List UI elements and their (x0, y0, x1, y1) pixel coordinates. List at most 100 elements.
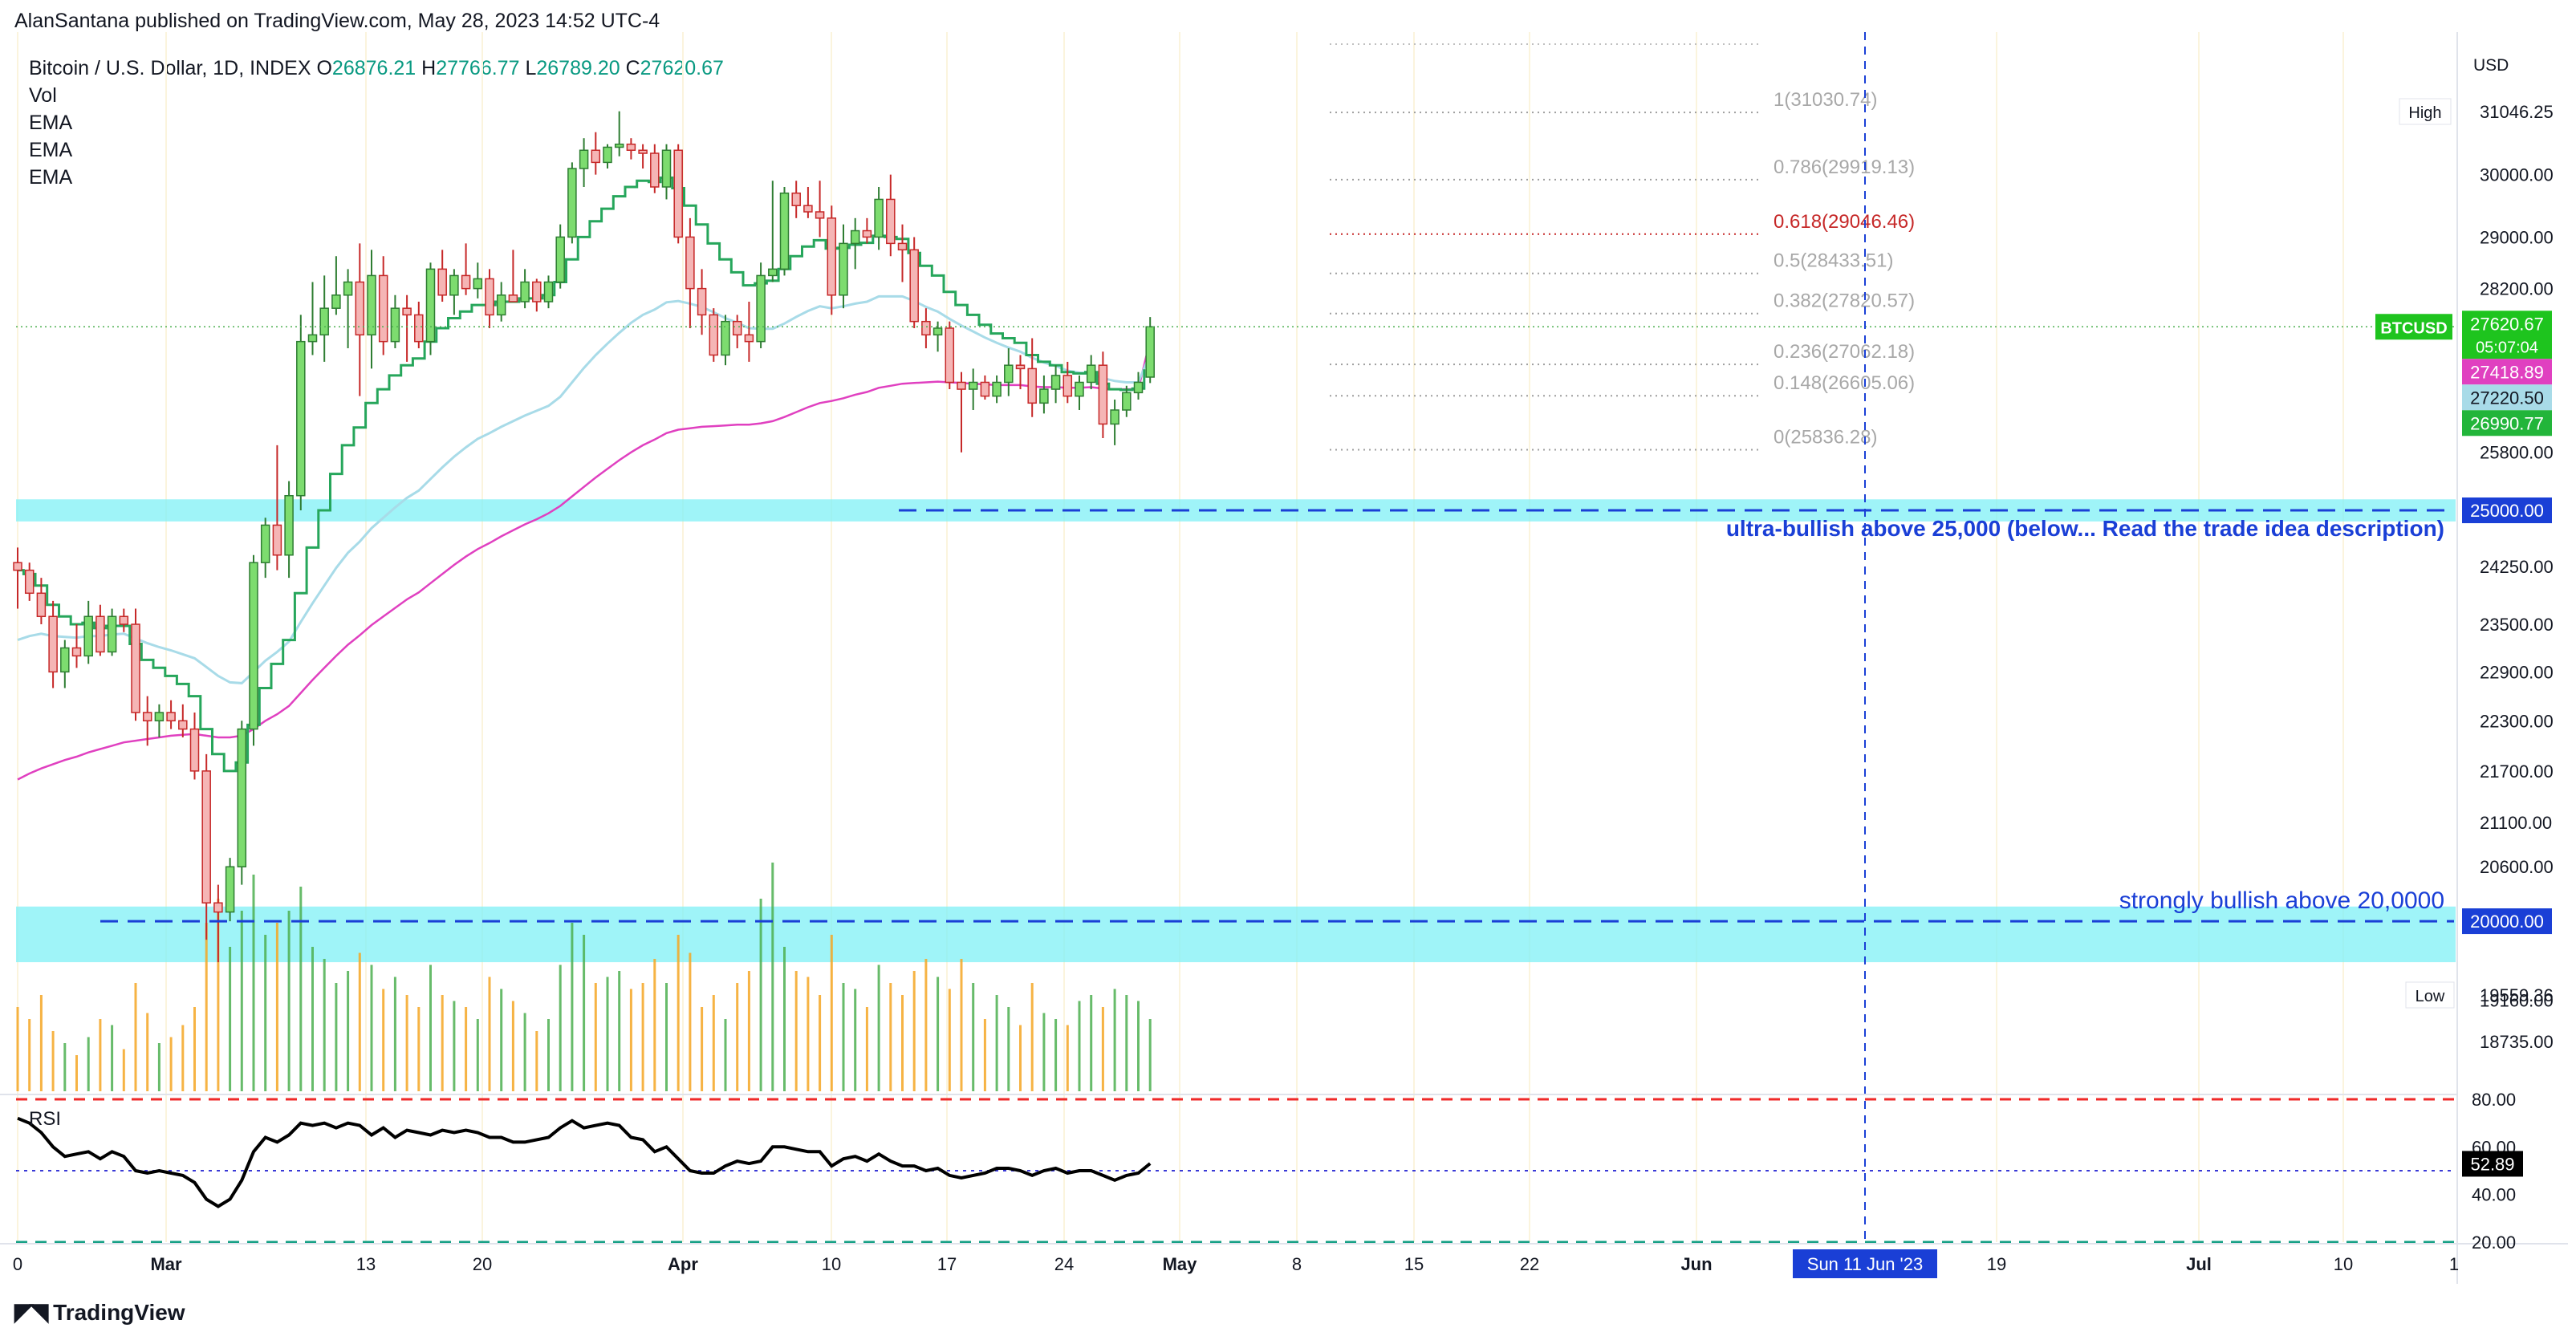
ema-fast-tag: 26990.77 (2470, 413, 2544, 433)
candle-body (201, 770, 211, 903)
volume-bar (382, 989, 385, 1091)
volume-bar (1090, 995, 1093, 1091)
volume-bar (181, 1025, 185, 1091)
volume-bar (465, 1007, 468, 1091)
candle-body (225, 866, 235, 913)
volume-bar (299, 887, 303, 1091)
axes-layer: USD30000.0029000.0028200.0025800.0024250… (0, 32, 2568, 1284)
time-tick: May (1163, 1254, 1198, 1274)
volume-bar (157, 1043, 160, 1091)
legend-symbol[interactable]: Bitcoin / U.S. Dollar, 1D, INDEX (29, 57, 311, 79)
ema-slow-line (17, 339, 1152, 781)
legend-indicator-vol[interactable]: Vol (29, 84, 57, 107)
volume-bar (606, 977, 609, 1091)
candle-body (1098, 364, 1108, 425)
volume-bar (937, 977, 940, 1091)
candle-body (367, 274, 376, 336)
brand-footer[interactable]: ◤◥ TradingView (14, 1298, 185, 1326)
volume-bar (441, 995, 444, 1091)
zone-20k-band (16, 906, 2456, 963)
price-tick: 23500.00 (2480, 615, 2554, 635)
date-marker-tag-box (1793, 1249, 1937, 1278)
candle-body (390, 307, 400, 343)
ema-layer (17, 177, 1152, 781)
volume-bar (535, 1031, 538, 1091)
volume-bar (583, 935, 586, 1091)
candle-body (909, 249, 919, 323)
candle-body (496, 294, 506, 316)
legend-indicator-ema-3[interactable]: EMA (29, 166, 73, 189)
ema-mid-tag-box (2462, 384, 2552, 411)
volume-bar (830, 935, 833, 1091)
legend-indicator-ema-1[interactable]: EMA (29, 112, 73, 134)
volume-bar (701, 1007, 704, 1091)
volume-bar (983, 1019, 986, 1091)
volume-bar (1030, 983, 1034, 1091)
volume-bar (1101, 1007, 1104, 1091)
volume-bar (559, 964, 562, 1091)
candle-body (555, 236, 565, 283)
volume-bar (807, 977, 810, 1091)
volume-bar (1007, 1007, 1010, 1091)
candle-body (24, 569, 35, 595)
volume-bar (724, 1019, 727, 1091)
candle-body (13, 562, 22, 571)
candle-body (237, 728, 247, 867)
candle-body (307, 334, 318, 343)
candle-body (119, 615, 129, 625)
candle-body (473, 278, 483, 290)
candle-body (107, 615, 117, 653)
volume-bar (87, 1037, 90, 1091)
price-tick: 30000.00 (2480, 165, 2554, 185)
axis-unit: USD (2473, 56, 2509, 75)
candle-body (591, 149, 601, 164)
price-tick: 28200.00 (2480, 279, 2554, 299)
candle-body (638, 149, 648, 154)
time-tick: 24 (1054, 1254, 1074, 1274)
candle-body (673, 149, 683, 238)
volume-bar (275, 923, 278, 1091)
rsi-line (17, 1116, 1152, 1208)
candle-body (886, 198, 896, 245)
level-20k-tag: 20000.00 (2470, 912, 2544, 932)
price-tick: 21700.00 (2480, 761, 2554, 782)
fib-layer: 1(31030.74) 0.786(29919.13) 0.618(29046.46… (1330, 43, 1915, 451)
volume-bar (736, 983, 739, 1091)
countdown: 05:07:04 (2476, 339, 2538, 356)
candle-body (650, 152, 660, 188)
fib-label: 0.618(29046.46) (1774, 211, 1915, 233)
price-tick: 19160.00 (2480, 991, 2554, 1011)
volume-bar (393, 977, 396, 1091)
volume-bar (865, 1007, 868, 1091)
legend-indicator-ema-2[interactable]: EMA (29, 139, 73, 161)
volume-bar (901, 995, 904, 1091)
publisher-credit: AlanSantana published on TradingView.com… (14, 10, 660, 32)
candle-body (839, 242, 848, 296)
price-tick: 18735.00 (2480, 1032, 2554, 1052)
time-tick: 1 (2449, 1254, 2459, 1274)
candle-body (83, 615, 93, 657)
volume-bar (1042, 1013, 1046, 1091)
legend-close-label: C (625, 57, 640, 79)
candle-body (614, 143, 624, 148)
time-tick: 0 (13, 1254, 22, 1274)
time-tick: Apr (668, 1254, 698, 1274)
high-value: 31046.25 (2480, 102, 2554, 122)
volume-bar (240, 911, 243, 1091)
candle-body (449, 274, 459, 296)
candle-body (48, 615, 58, 673)
candle-body (1122, 392, 1132, 411)
candle-body (543, 281, 554, 303)
candle-body (1062, 375, 1073, 397)
candle-body (827, 217, 837, 296)
candle-body (685, 236, 695, 290)
time-tick: 15 (1404, 1254, 1424, 1274)
volume-bar (759, 899, 762, 1091)
volume-bar (960, 959, 963, 1091)
candle-body (154, 712, 165, 722)
candle-body (567, 168, 577, 238)
volume-bar (1054, 1019, 1058, 1091)
ema-mid-line (17, 294, 1152, 684)
volume-bar (193, 1007, 196, 1091)
